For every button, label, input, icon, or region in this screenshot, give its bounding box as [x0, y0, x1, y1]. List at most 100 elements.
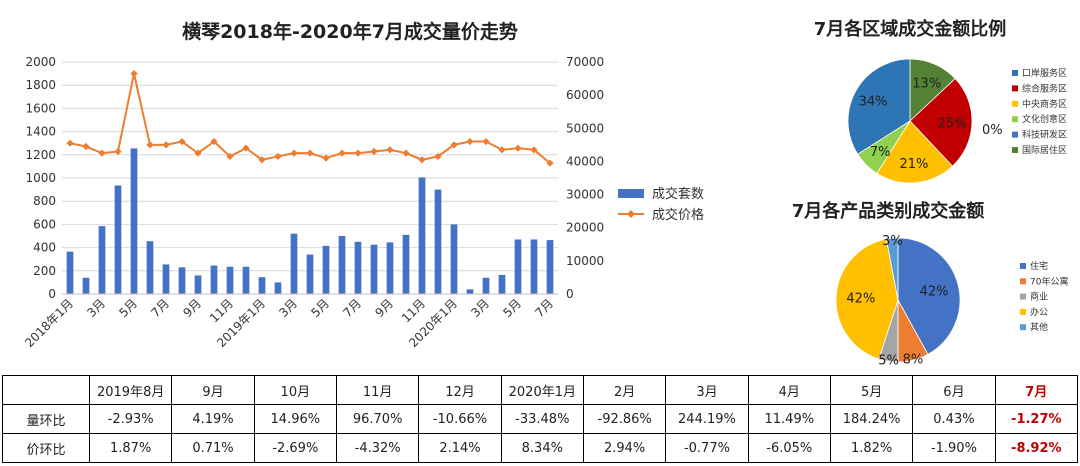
table-cell: 4.19% [171, 404, 255, 434]
y-left-tick-label: 2000 [25, 55, 56, 69]
legend-label: 口岸服务区 [1022, 67, 1067, 79]
bar [370, 244, 378, 294]
bar [402, 234, 410, 294]
legend-label: 国际居住区 [1022, 144, 1067, 156]
table-cell: -92.86% [582, 404, 667, 434]
table-header-cell: 2月 [582, 375, 667, 405]
table-cell: -1.90% [912, 433, 996, 463]
legend-swatch [1012, 85, 1018, 92]
table-header-cell: 6月 [912, 375, 996, 405]
legend-swatch [1012, 116, 1018, 123]
bar [546, 240, 554, 294]
y-left-tick-label: 1600 [25, 101, 56, 115]
legend-label: 办公 [1030, 306, 1048, 318]
pie-data-label: 5% [878, 353, 899, 368]
y-left-tick-label: 600 [33, 217, 56, 231]
gridlines [62, 61, 558, 295]
y-left-tick-label: 400 [33, 241, 56, 255]
line-point [274, 152, 282, 161]
line-point [482, 137, 490, 146]
x-tick-label: 9月 [372, 296, 396, 320]
y-left-tick-label: 1800 [25, 78, 56, 92]
legend-label: 其他 [1030, 321, 1048, 333]
line-point [546, 159, 554, 167]
pie-slice [897, 237, 961, 355]
x-tick-label: 2018年1月 [22, 296, 76, 350]
x-tick-label: 5月 [308, 296, 332, 320]
table-header-cell: 2020年1月 [500, 375, 584, 405]
row-label: 量环比 [2, 404, 90, 434]
table-cell: -4.32% [335, 433, 420, 463]
volume-price-chart: 横琴2018年-2020年7月成交量价走势 0 200 400 600 800 1000 1… [22, 20, 704, 350]
table-cell: 14.96% [253, 404, 337, 434]
table-cell: 11.49% [747, 404, 831, 434]
bar [194, 275, 202, 294]
table-cell: -33.48% [500, 404, 584, 434]
legend-label: 住宅 [1030, 260, 1048, 272]
y-left-tick-label: 1400 [25, 125, 56, 139]
table-header-cell: 9月 [171, 375, 255, 405]
pie-data-label: 42% [920, 285, 949, 300]
pie-data-label: 7% [870, 145, 891, 160]
table-header-cell [2, 375, 90, 405]
legend-label: 商业 [1030, 291, 1048, 303]
legend-label: 中央商务区 [1022, 98, 1067, 110]
table-cell: 1.87% [88, 433, 173, 463]
table-cell: 8.34% [500, 433, 584, 463]
y-right-tick-label: 70000 [566, 55, 604, 69]
left-y-axis: 0 200 400 600 800 1000 1200 1400 1600 1800 2000 [25, 55, 56, 301]
line-point [466, 137, 474, 146]
region-pie-chart: 7月各区域成交金额比例 13% 0% 25% 21% 7% 34% 口岸服务区综合服务区中… [814, 18, 1067, 184]
x-tick-label: 11月 [207, 296, 236, 325]
table-cell: -2.69% [253, 433, 337, 463]
legend-label: 科技研发区 [1022, 129, 1067, 141]
line-point [66, 139, 74, 147]
table-header-row: 2019年8月 9月 10月 11月 12月 2020年1月 2月 3月 4月 … [2, 375, 1079, 405]
mom-table: 2019年8月 9月 10月 11月 12月 2020年1月 2月 3月 4月 … [2, 375, 1079, 463]
line-point [290, 149, 298, 157]
table-header-cell: 3月 [665, 375, 749, 405]
bar [162, 264, 170, 294]
bar [130, 148, 138, 294]
y-left-tick-label: 1000 [25, 171, 56, 185]
y-right-tick-label: 60000 [566, 88, 604, 102]
x-tick-label: 3月 [276, 296, 300, 320]
right-y-axis: 0 10000 20000 30000 40000 50000 60000 70000 [566, 55, 604, 301]
line-point [98, 149, 106, 157]
bar [178, 267, 186, 294]
table-cell: 96.70% [335, 404, 420, 434]
table-cell: -8.92% [994, 433, 1079, 463]
table-cell: 244.19% [665, 404, 749, 434]
region-pie-title: 7月各区域成交金额比例 [814, 18, 1007, 40]
line-point [450, 141, 458, 149]
legend-swatch [1020, 293, 1026, 300]
bar [66, 251, 74, 294]
bar [338, 236, 346, 294]
x-tick-label: 7月 [340, 296, 364, 320]
pie-data-label: 0% [982, 123, 1003, 138]
line-point [498, 146, 506, 154]
bar [434, 189, 442, 294]
table-cell: -10.66% [418, 404, 502, 434]
table-cell: -2.93% [88, 404, 173, 434]
table-row: 价环比 1.87% 0.71% -2.69% -4.32% 2.14% 8.34… [2, 433, 1079, 463]
pie-slice [876, 120, 954, 184]
y-right-tick-label: 0 [566, 287, 574, 301]
line-series [66, 70, 554, 167]
product-labels: 42% 8% 5% 42% 3% [846, 234, 948, 368]
legend-swatch [1012, 70, 1018, 76]
y-right-tick-label: 10000 [566, 254, 604, 268]
y-left-tick-label: 0 [48, 287, 56, 301]
line-point [338, 149, 346, 157]
region-labels: 13% 0% 25% 21% 7% 34% [859, 76, 1003, 172]
pie-data-label: 34% [859, 95, 888, 110]
bar [306, 254, 314, 294]
x-tick-label: 3月 [84, 296, 108, 320]
line-point [146, 141, 154, 149]
pie-slice [847, 58, 911, 155]
bar [386, 242, 394, 294]
line-point [162, 141, 170, 149]
